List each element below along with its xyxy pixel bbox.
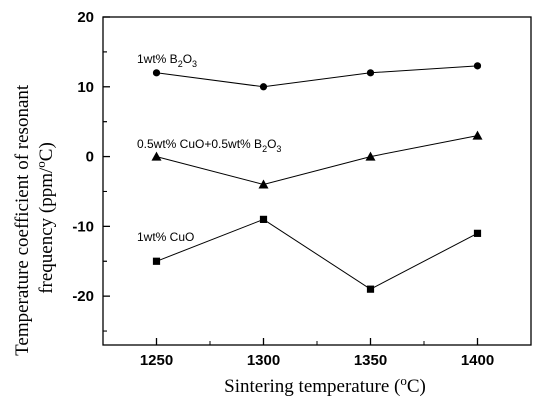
x-axis-title-end: C) [407, 376, 426, 397]
x-axis-title: Sintering temperature (oC) [224, 373, 426, 397]
y-tick-label: -20 [72, 288, 94, 305]
y-axis-title: Temperature coefficient of resonant freq… [12, 80, 57, 356]
series-line-3 [157, 219, 478, 289]
data-point-triangle [473, 131, 483, 140]
data-point-circle [367, 69, 374, 76]
data-point-triangle [152, 152, 162, 161]
y-tick-label: 10 [77, 79, 94, 96]
series-label-1: 1wt% B2O3 [137, 52, 197, 69]
x-tick-label: 1350 [354, 352, 387, 369]
series-label-2: 0.5wt% CuO+0.5wt% B2O3 [137, 137, 281, 154]
data-point-square [367, 286, 374, 293]
x-tick-label: 1400 [461, 352, 494, 369]
series-label-3: 1wt% CuO [137, 230, 194, 244]
y-tick-label: -10 [72, 218, 94, 235]
data-point-circle [153, 69, 160, 76]
x-tick-label: 1250 [140, 352, 173, 369]
data-point-square [474, 230, 481, 237]
data-point-circle [260, 83, 267, 90]
data-point-square [260, 216, 267, 223]
x-axis-title-main: Sintering temperature ( [224, 376, 400, 397]
y-axis-title-end: C) [36, 142, 57, 161]
x-tick-label: 1300 [247, 352, 280, 369]
y-axis-title-line2: frequency (ppm/ [36, 167, 57, 294]
y-tick-label: 0 [86, 149, 94, 166]
y-axis-title-line1: Temperature coefficient of resonant [12, 84, 33, 356]
data-point-square [153, 258, 160, 265]
y-tick-label: 20 [77, 9, 94, 26]
series-line-1 [157, 66, 478, 87]
data-point-circle [474, 62, 481, 69]
